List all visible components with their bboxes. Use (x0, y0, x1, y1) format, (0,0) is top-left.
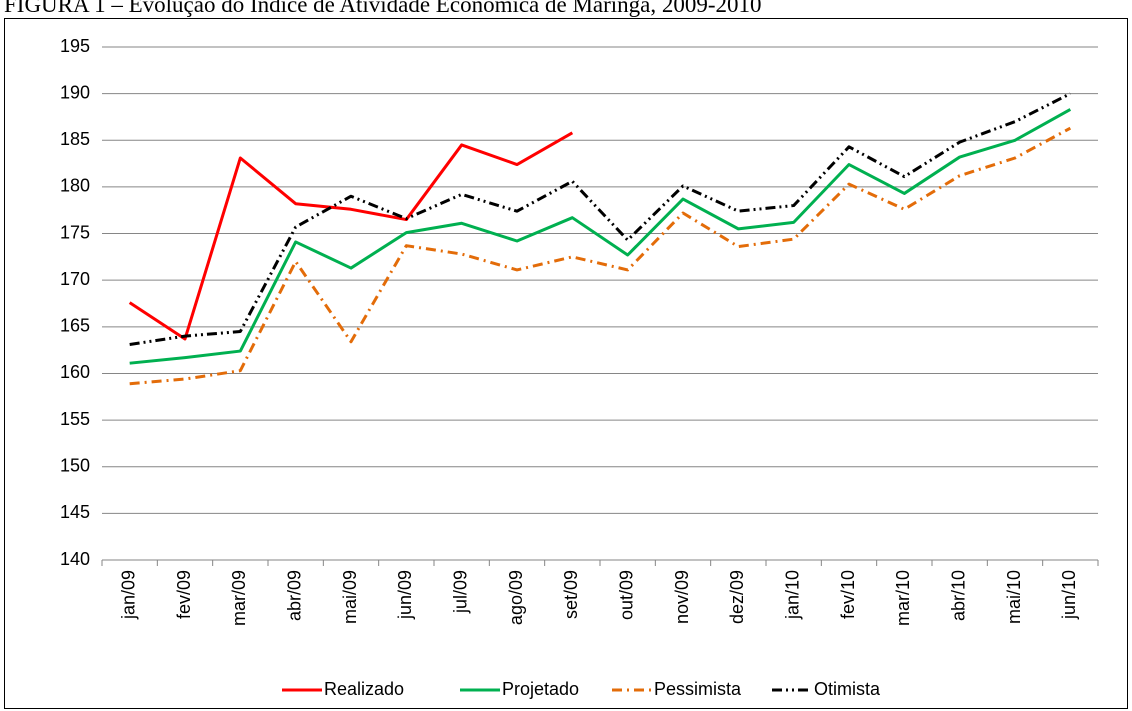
chart-border (4, 18, 1128, 709)
x-tick-label: jun/09 (395, 570, 415, 620)
y-tick-label: 145 (60, 502, 90, 522)
x-tick-label: mar/10 (893, 570, 913, 626)
y-tick-label: 170 (60, 269, 90, 289)
y-tick-label: 195 (60, 36, 90, 56)
x-tick-label: fev/09 (174, 570, 194, 619)
x-tick-label: jul/09 (450, 570, 470, 614)
x-tick-label: abr/09 (284, 570, 304, 621)
x-tick-label: mar/09 (229, 570, 249, 626)
chart-title: FIGURA 1 – Evolução do Índice de Ativida… (4, 0, 762, 17)
x-tick-label: dez/09 (727, 570, 747, 624)
x-tick-label: jan/10 (782, 570, 802, 620)
y-tick-label: 160 (60, 362, 90, 382)
y-tick-label: 155 (60, 409, 90, 429)
legend-label: Realizado (324, 679, 404, 699)
y-tick-label: 165 (60, 316, 90, 336)
y-tick-label: 175 (60, 222, 90, 242)
x-tick-label: jun/10 (1059, 570, 1079, 620)
x-tick-label: nov/09 (672, 570, 692, 624)
x-tick-label: mai/09 (340, 570, 360, 624)
y-tick-label: 180 (60, 176, 90, 196)
series-line (128, 131, 574, 341)
y-tick-label: 190 (60, 82, 90, 102)
x-tick-label: fev/10 (838, 570, 858, 619)
x-tick-label: ago/09 (506, 570, 526, 625)
x-tick-label: abr/10 (948, 570, 968, 621)
y-tick-label: 185 (60, 129, 90, 149)
x-tick-label: out/09 (616, 570, 636, 620)
x-tick-label: set/09 (561, 570, 581, 619)
legend-label: Otimista (814, 679, 881, 699)
y-tick-label: 150 (60, 455, 90, 475)
legend-label: Projetado (502, 679, 579, 699)
y-tick-label: 140 (60, 549, 90, 569)
legend-label: Pessimista (654, 679, 742, 699)
series-line (129, 92, 1072, 347)
series-line (129, 126, 1072, 386)
x-tick-label: mai/10 (1004, 570, 1024, 624)
series-line (129, 108, 1072, 365)
x-tick-label: jan/09 (118, 570, 138, 620)
